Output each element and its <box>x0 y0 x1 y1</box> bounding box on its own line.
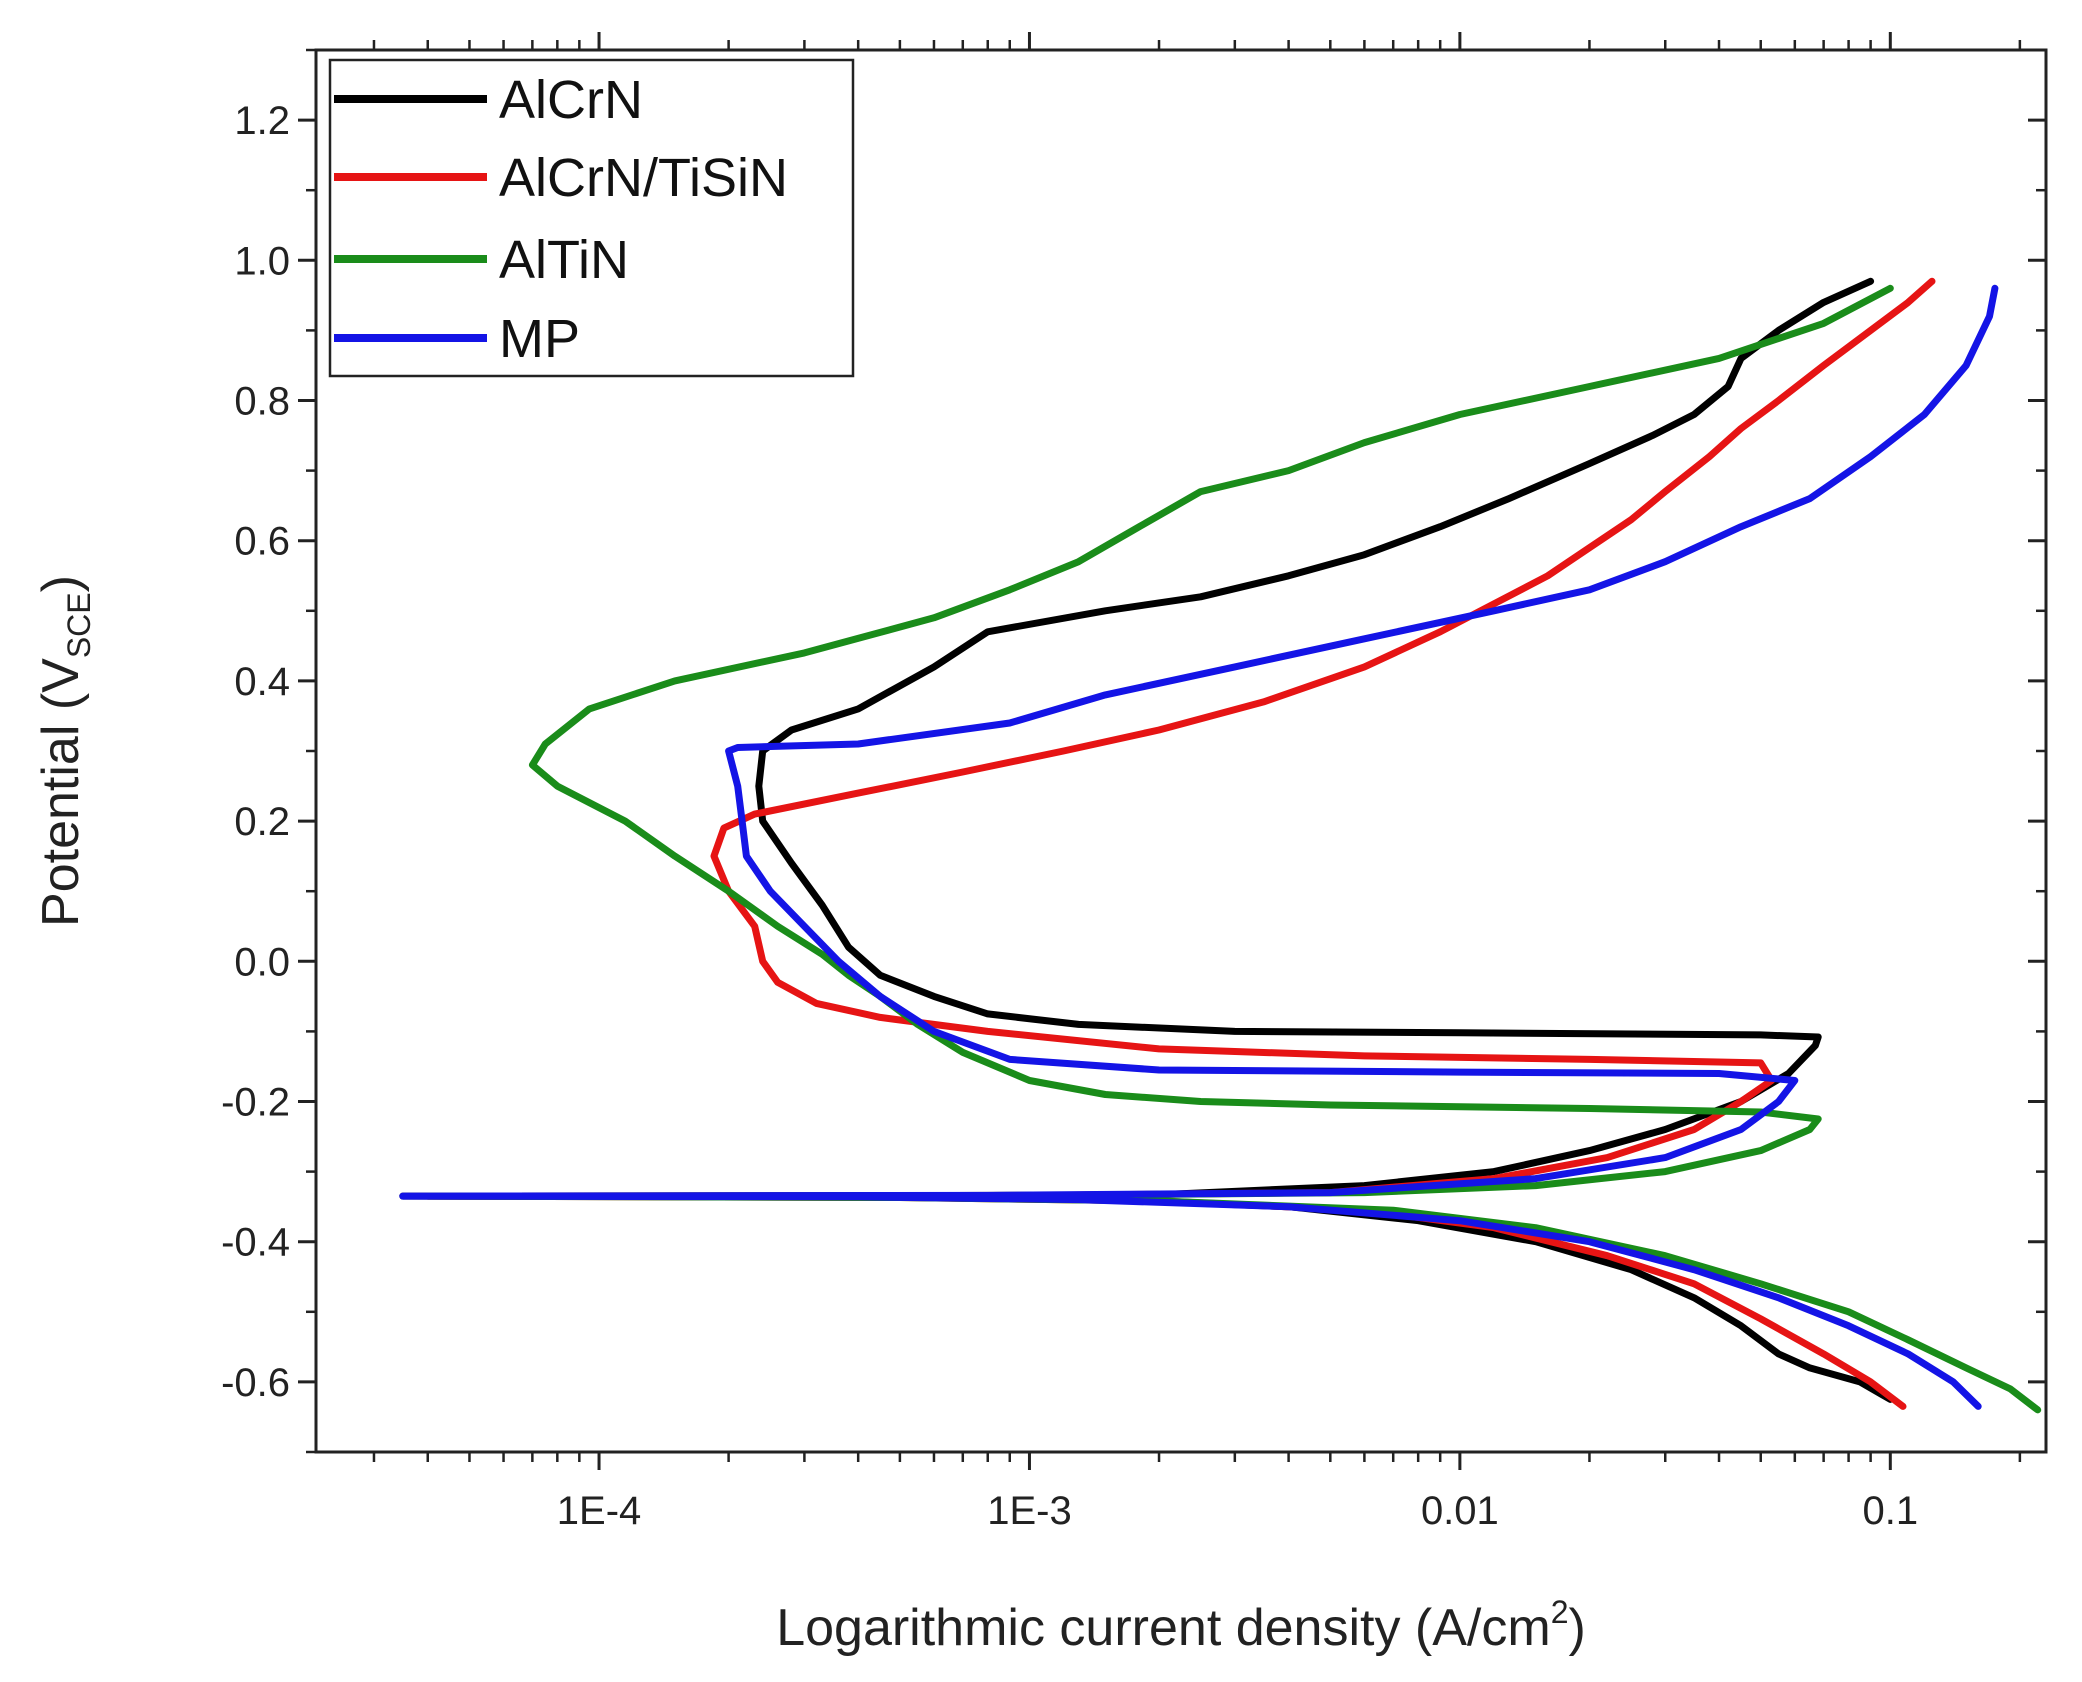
x-tick-label-1: 1E-3 <box>987 1489 1072 1533</box>
y-tick-label-2: -0.2 <box>221 1081 290 1125</box>
y-tick-label-3: 0.0 <box>234 940 290 984</box>
x-tick-label-3: 0.1 <box>1862 1489 1918 1533</box>
x-axis-ticks: 1E-4 1E-3 0.01 0.1 <box>557 32 1918 1533</box>
series-line-altin <box>424 284 2042 1414</box>
y-axis-title: Potential (VSCE) <box>32 575 97 927</box>
y-tick-label-4: 0.2 <box>234 800 290 844</box>
x-axis-title: Logarithmic current density (A/cm2) <box>776 1594 1586 1657</box>
series-line-alcrn <box>399 277 1894 1403</box>
series-layer <box>399 277 2042 1414</box>
series-line-mp <box>399 284 1999 1410</box>
y-axis-ticks: -0.6 -0.4 -0.2 0.0 0.2 0.4 0.6 0.8 1.0 1.2 <box>221 99 2046 1405</box>
y-tick-label-6: 0.6 <box>234 520 290 564</box>
y-tick-label-8: 1.0 <box>234 239 290 283</box>
y-tick-label-5: 0.4 <box>234 660 290 704</box>
legend-box <box>328 58 855 378</box>
legend-label-alcrn-tisin: AlCrN/TiSiN <box>499 148 788 208</box>
legend-label-altin: AlTiN <box>499 230 629 290</box>
legend-label-mp: MP <box>499 309 580 369</box>
y-minor-ticks <box>306 48 2046 1454</box>
legend-label-alcrn: AlCrN <box>499 70 643 130</box>
x-tick-label-2: 0.01 <box>1421 1489 1499 1533</box>
x-minor-ticks <box>372 40 2022 1462</box>
x-tick-label-0: 1E-4 <box>557 1489 642 1533</box>
legend: AlCrN AlCrN/TiSiN AlTiN MP <box>328 58 855 378</box>
y-tick-label-7: 0.8 <box>234 380 290 424</box>
y-tick-label-1: -0.4 <box>221 1221 290 1265</box>
y-tick-label-0: -0.6 <box>221 1361 290 1405</box>
y-tick-label-9: 1.2 <box>234 99 290 143</box>
